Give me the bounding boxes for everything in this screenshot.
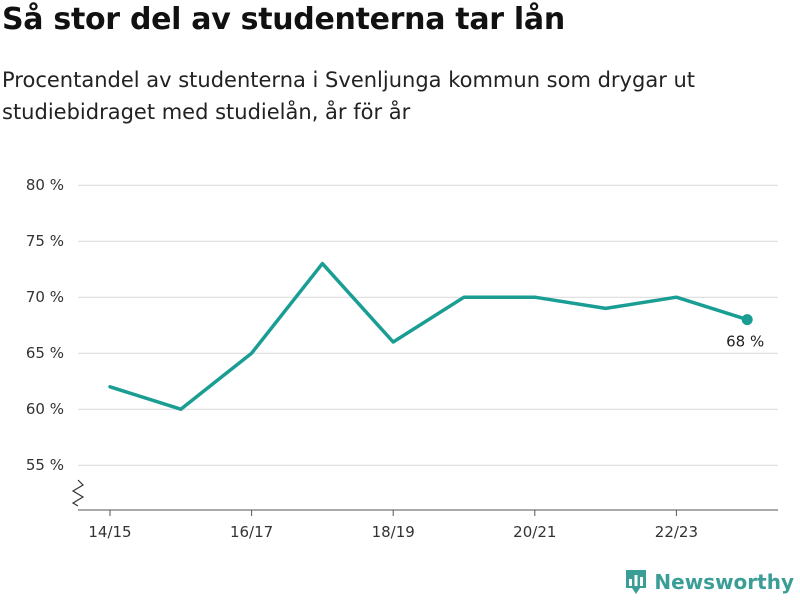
brand-logo: Newsworthy <box>624 568 794 596</box>
x-tick-label: 16/17 <box>230 523 273 541</box>
brand-name: Newsworthy <box>654 570 794 594</box>
chart-subtitle: Procentandel av studenterna i Svenljunga… <box>2 68 696 124</box>
y-axis: 55 % 60 % 65 % 70 % 75 % 80 % <box>26 176 64 474</box>
y-tick-label: 60 % <box>26 400 64 418</box>
bar-chart-logo-icon <box>626 570 647 594</box>
series-line <box>108 261 749 411</box>
chart-title: Så stor del av studenterna tar lån <box>2 2 565 37</box>
y-tick-label: 55 % <box>26 456 64 474</box>
x-tick-label: 14/15 <box>88 523 131 541</box>
y-tick-label: 70 % <box>26 288 64 306</box>
x-tick-label: 20/21 <box>513 523 556 541</box>
line-chart: 55 % 60 % 65 % 70 % 75 % 80 % 14/15 16/17 18/19… <box>26 176 778 541</box>
x-axis: 14/15 16/17 18/19 20/21 22/23 <box>71 479 778 541</box>
y-tick-label: 80 % <box>26 176 64 194</box>
x-tick-label: 18/19 <box>372 523 415 541</box>
y-tick-label: 75 % <box>26 232 64 250</box>
end-point-marker <box>741 314 753 326</box>
x-tick-label: 22/23 <box>655 523 698 541</box>
end-value-label: 68 % <box>726 333 764 351</box>
axis-break-icon <box>71 479 85 507</box>
series-layer: 68 % <box>108 261 764 411</box>
gridlines <box>78 184 778 466</box>
y-tick-label: 65 % <box>26 344 64 362</box>
